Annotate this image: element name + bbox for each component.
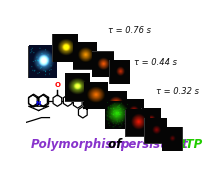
Bar	[83, 82, 107, 109]
Bar	[161, 127, 182, 151]
Text: of: of	[103, 139, 124, 151]
Bar	[104, 101, 130, 129]
Text: persistent: persistent	[120, 139, 187, 151]
Bar	[140, 108, 160, 131]
Text: Polymorphism: Polymorphism	[30, 139, 124, 151]
Bar	[52, 34, 77, 62]
Text: τ = 0.32 s: τ = 0.32 s	[155, 87, 198, 96]
Bar	[123, 99, 144, 124]
Text: τ = 0.76 s: τ = 0.76 s	[108, 26, 151, 35]
Bar	[91, 51, 114, 77]
Bar	[125, 110, 149, 137]
Bar	[104, 91, 126, 116]
Bar	[28, 46, 57, 78]
Bar	[144, 118, 166, 144]
Bar	[109, 60, 130, 84]
Text: RTP: RTP	[172, 139, 201, 151]
Text: τ = 0.44 s: τ = 0.44 s	[133, 58, 176, 67]
Bar	[72, 43, 96, 70]
Bar	[64, 73, 90, 102]
